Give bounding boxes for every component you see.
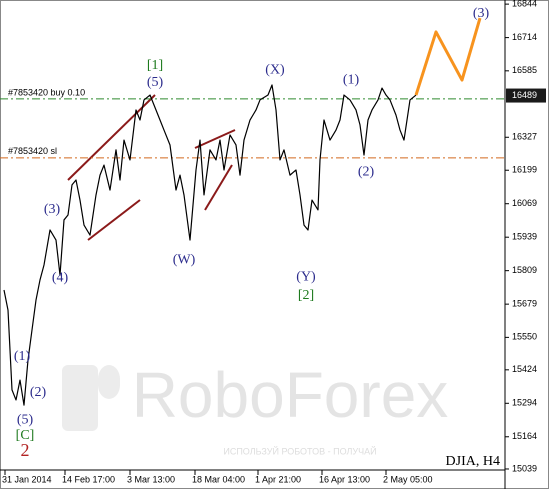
y-tick-label: 16714 [512,32,537,42]
y-tick-label: 15809 [512,265,537,275]
wave-label: (W) [173,252,196,267]
wave-label: (2) [358,164,375,179]
wave-label: [C] [16,428,35,443]
y-tick-label: 15550 [512,332,537,342]
wave-label: (5) [147,75,164,90]
wave-label: (X) [265,62,285,77]
y-tick-label: 15939 [512,232,537,242]
y-tick-label: 16327 [512,132,537,142]
x-tick-label: 14 Feb 17:00 [62,474,115,484]
y-tick-label: 16844 [512,0,537,8]
level-label: #7853420 sl [8,146,57,156]
wave-label: (1) [343,72,360,87]
last-price-label: 16489 [512,90,537,100]
y-tick-label: 15424 [512,364,537,374]
wave-label: (3) [473,6,490,21]
wave-label: (2) [30,385,47,400]
watermark-logo [62,365,120,431]
x-tick-label: 2 May 05:00 [383,474,433,484]
y-tick-label: 15164 [512,431,537,441]
wave-label: (1) [14,349,31,364]
watermark: RoboForex [132,359,449,431]
x-tick-label: 1 Apr 21:00 [255,474,301,484]
trendlines [67,94,236,241]
x-tick-label: 3 Mar 13:00 [127,474,175,484]
y-tick-label: 15679 [512,299,537,309]
x-tick-label: 16 Apr 13:00 [319,474,370,484]
symbol-label: DJIA, H4 [446,454,500,469]
wave-label: (Y) [296,269,316,284]
wave-label: [2] [298,288,314,303]
y-tick-label: 16199 [512,165,537,175]
watermark-tagline: ИСПОЛЬЗУЙ РОБОТОВ - ПОЛУЧАЙ [223,445,376,456]
wave-label: [1] [147,58,163,73]
wave-label: (3) [44,202,61,217]
last-price-box [506,88,546,103]
wave-label: (5) [17,412,34,427]
y-tick-label: 15039 [512,463,537,473]
forecast-line [414,17,482,96]
wave-label: (4) [52,270,69,285]
price-line [3,84,417,406]
x-tick-label: 31 Jan 2014 [2,474,52,484]
y-tick-label: 15294 [512,398,537,408]
level-label: #7853420 buy 0.10 [8,87,85,97]
x-tick-label: 18 Mar 04:00 [192,474,245,484]
y-tick-label: 16069 [512,198,537,208]
wave-label: 2 [21,440,30,460]
y-tick-label: 16585 [512,65,537,75]
